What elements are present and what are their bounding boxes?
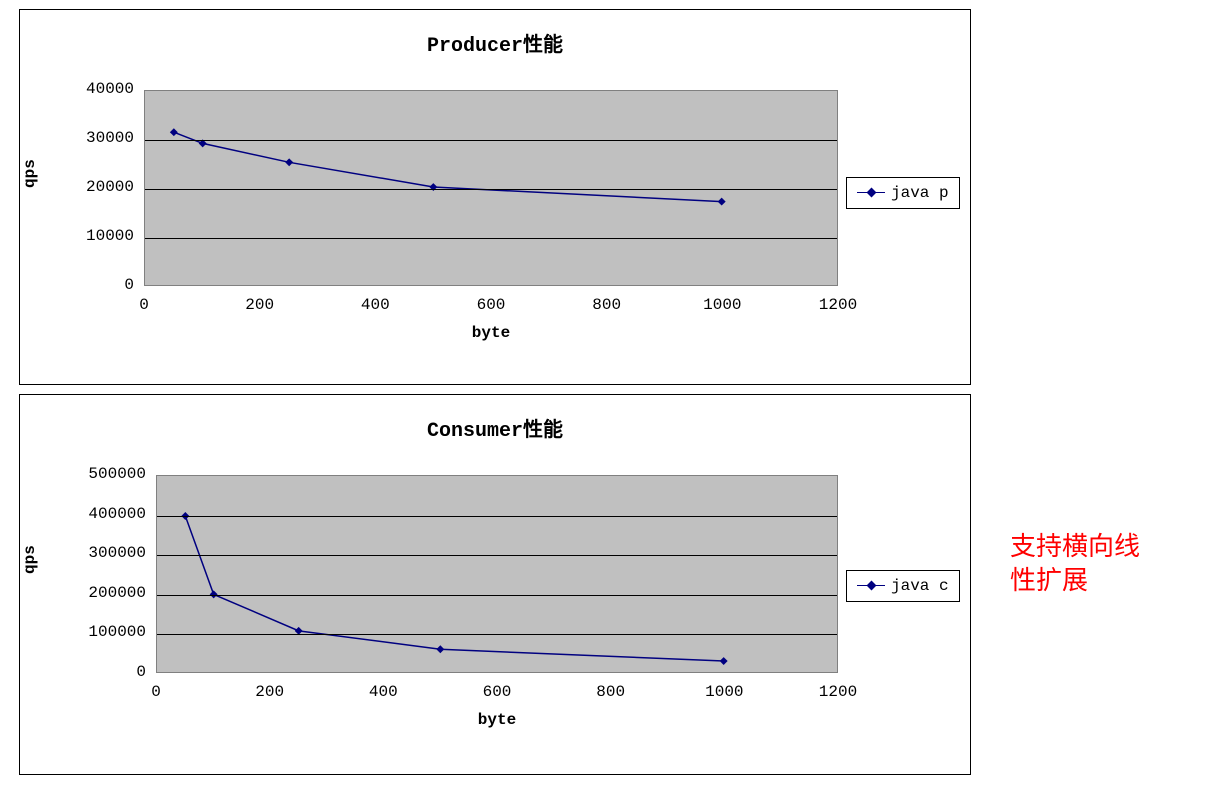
legend-marker-icon bbox=[857, 187, 885, 199]
consumer-y-axis-label: qps bbox=[21, 545, 39, 574]
y-tick-label: 0 bbox=[136, 663, 146, 681]
producer-chart-container: Producer性能 byte qps 01000020000300004000… bbox=[19, 9, 971, 385]
consumer-plot-area bbox=[156, 475, 838, 673]
x-tick-label: 0 bbox=[139, 296, 149, 314]
series-marker-diamond-icon bbox=[285, 158, 293, 166]
producer-chart-title: Producer性能 bbox=[20, 28, 970, 58]
x-tick-label: 200 bbox=[245, 296, 274, 314]
y-tick-label: 100000 bbox=[88, 623, 146, 641]
x-tick-label: 800 bbox=[596, 683, 625, 701]
x-tick-label: 800 bbox=[592, 296, 621, 314]
y-tick-label: 200000 bbox=[88, 584, 146, 602]
series-marker-diamond-icon bbox=[436, 645, 444, 653]
gridline bbox=[145, 140, 837, 141]
y-tick-label: 30000 bbox=[86, 129, 134, 147]
producer-x-axis-label: byte bbox=[472, 324, 510, 342]
series-line bbox=[174, 132, 722, 201]
annotation-text: 支持横向线 性扩展 bbox=[1010, 530, 1140, 598]
annotation-line2: 性扩展 bbox=[1010, 564, 1140, 598]
producer-legend-label: java p bbox=[891, 184, 949, 202]
consumer-legend: java c bbox=[846, 570, 960, 602]
consumer-series-svg bbox=[157, 476, 837, 672]
y-tick-label: 0 bbox=[124, 276, 134, 294]
x-tick-label: 0 bbox=[151, 683, 161, 701]
series-marker-diamond-icon bbox=[718, 198, 726, 206]
x-tick-label: 1200 bbox=[819, 683, 857, 701]
gridline bbox=[145, 238, 837, 239]
series-marker-diamond-icon bbox=[720, 657, 728, 665]
producer-y-axis-label: qps bbox=[21, 159, 39, 188]
x-tick-label: 600 bbox=[483, 683, 512, 701]
annotation-line1: 支持横向线 bbox=[1010, 530, 1140, 564]
x-tick-label: 1200 bbox=[819, 296, 857, 314]
gridline bbox=[157, 595, 837, 596]
consumer-legend-label: java c bbox=[891, 577, 949, 595]
consumer-chart-container: Consumer性能 byte qps 0 100000 200000 300000 4… bbox=[19, 394, 971, 775]
producer-legend: java p bbox=[846, 177, 960, 209]
consumer-x-axis-label: byte bbox=[478, 711, 516, 729]
y-tick-label: 300000 bbox=[88, 544, 146, 562]
gridline bbox=[145, 189, 837, 190]
gridline bbox=[157, 516, 837, 517]
x-tick-label: 1000 bbox=[705, 683, 743, 701]
x-tick-label: 400 bbox=[369, 683, 398, 701]
y-tick-label: 500000 bbox=[88, 465, 146, 483]
x-tick-label: 400 bbox=[361, 296, 390, 314]
y-tick-label: 20000 bbox=[86, 178, 134, 196]
y-tick-label: 40000 bbox=[86, 80, 134, 98]
gridline bbox=[157, 634, 837, 635]
x-tick-label: 600 bbox=[477, 296, 506, 314]
y-tick-label: 10000 bbox=[86, 227, 134, 245]
consumer-chart-title: Consumer性能 bbox=[20, 413, 970, 443]
legend-marker-icon bbox=[857, 580, 885, 592]
series-marker-diamond-icon bbox=[170, 128, 178, 136]
producer-plot-area bbox=[144, 90, 838, 286]
x-tick-label: 200 bbox=[255, 683, 284, 701]
gridline bbox=[157, 555, 837, 556]
y-tick-label: 400000 bbox=[88, 505, 146, 523]
series-line bbox=[185, 516, 723, 661]
x-tick-label: 1000 bbox=[703, 296, 741, 314]
producer-series-svg bbox=[145, 91, 837, 285]
